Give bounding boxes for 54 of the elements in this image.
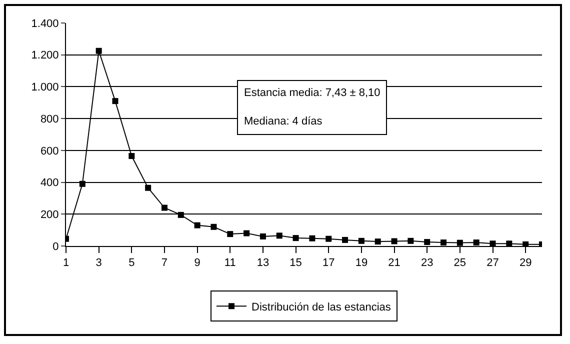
x-tick-label: 5 xyxy=(128,257,135,270)
y-tick-label: 0 xyxy=(52,240,59,253)
annotation: Estancia media: 7,43 ± 8,10 xyxy=(244,87,380,99)
y-tick-label: 400 xyxy=(40,177,59,190)
x-tick-label: 23 xyxy=(420,257,434,270)
x-tick-label: 21 xyxy=(388,257,400,270)
x-tick-label: 9 xyxy=(194,257,200,270)
x-tick-label: 27 xyxy=(486,257,499,270)
point xyxy=(522,241,529,246)
point xyxy=(112,98,118,104)
x-tick-label: 15 xyxy=(290,257,302,270)
point xyxy=(244,230,250,236)
point xyxy=(490,240,496,246)
point xyxy=(440,240,447,246)
point xyxy=(342,236,348,243)
point xyxy=(79,180,86,187)
x-tick-label: 19 xyxy=(355,257,368,270)
point xyxy=(210,224,217,230)
y-tick-label: 600 xyxy=(40,145,59,158)
y-tick-label: 1.000 xyxy=(31,82,59,94)
point xyxy=(128,153,135,159)
y-tick-label: 1.200 xyxy=(31,50,59,62)
point xyxy=(227,231,234,238)
point xyxy=(506,240,512,246)
point xyxy=(292,235,299,242)
x-tick-label: 7 xyxy=(161,257,168,270)
point xyxy=(374,238,381,245)
point xyxy=(276,232,282,239)
y-tick-label: 200 xyxy=(40,208,59,221)
point xyxy=(456,240,463,246)
point xyxy=(326,236,332,242)
point xyxy=(260,233,266,240)
point xyxy=(178,212,184,218)
point xyxy=(408,238,414,244)
x-tick-label: 13 xyxy=(256,257,270,270)
x-tick-label: 3 xyxy=(96,257,102,270)
legend-label: Distribución de las estancias xyxy=(252,301,392,314)
x-tick-label: 17 xyxy=(322,257,335,270)
y-tick-label: 800 xyxy=(40,113,59,126)
point xyxy=(358,238,364,244)
point xyxy=(96,48,102,54)
point xyxy=(161,204,168,211)
x-tick-label: 11 xyxy=(224,257,236,270)
point xyxy=(309,235,316,242)
annotation: Mediana: 4 días xyxy=(244,116,323,128)
y-tick-label: 1.400 xyxy=(31,18,59,30)
point xyxy=(473,240,480,246)
x-tick-label: 1 xyxy=(62,257,70,270)
point xyxy=(391,238,398,244)
x-tick-label: 25 xyxy=(454,257,466,270)
point xyxy=(145,184,152,191)
point xyxy=(424,239,430,246)
x-tick-label: 29 xyxy=(519,257,532,270)
point xyxy=(194,222,200,228)
